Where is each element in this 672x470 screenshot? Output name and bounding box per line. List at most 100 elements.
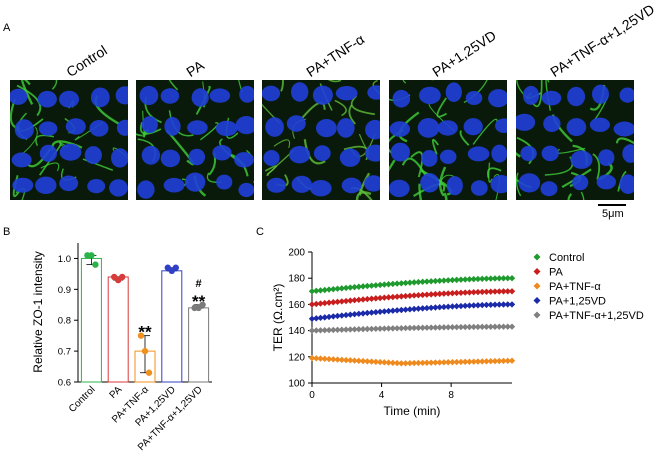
ter-point	[313, 287, 320, 295]
ter-point	[334, 356, 341, 363]
ter-point	[423, 359, 431, 366]
ter-point	[483, 301, 490, 309]
ter-point	[496, 288, 503, 295]
ter-point	[359, 283, 367, 290]
ter-x-tick-label: 4	[379, 390, 385, 401]
micrograph-image	[262, 80, 380, 200]
ter-point	[381, 325, 388, 332]
ter-point	[457, 289, 465, 296]
ter-point	[334, 285, 341, 292]
ter-point	[398, 324, 405, 332]
y-axis-label: Relative ZO-1 intensity	[31, 251, 45, 372]
legend-label: PA+TNF-α	[549, 281, 601, 293]
ter-point	[419, 291, 426, 299]
ter-point	[457, 323, 465, 331]
ter-point	[351, 326, 358, 333]
ter-point	[342, 284, 350, 292]
ter-point	[470, 289, 477, 296]
ter-point	[402, 306, 409, 313]
ter-point	[449, 358, 456, 366]
ter-point	[338, 285, 345, 292]
ter-point	[466, 302, 473, 309]
ter-point	[317, 300, 324, 307]
ter-point	[385, 325, 392, 332]
data-point	[92, 261, 99, 268]
ter-point	[440, 290, 448, 297]
legend-label: PA+TNF-α+1,25VD	[549, 310, 644, 322]
ter-point	[432, 304, 439, 311]
ter-point	[325, 355, 333, 363]
data-point	[84, 252, 91, 259]
ter-point	[427, 278, 435, 285]
y-tick-label: 0.9	[58, 285, 71, 296]
ter-point	[364, 358, 371, 365]
ter-point	[436, 359, 443, 366]
ter-point	[355, 357, 363, 365]
ter-point	[470, 358, 477, 365]
ter-point	[491, 301, 499, 308]
ter-point	[338, 326, 345, 333]
x-tick-label: PA+TNF-α+1,25VD	[136, 384, 205, 453]
ter-point	[470, 302, 477, 309]
ter-point	[461, 358, 469, 366]
ter-point	[479, 358, 486, 365]
ter-point	[389, 280, 397, 288]
data-point	[191, 304, 198, 312]
ter-point	[483, 323, 490, 331]
ter-point	[342, 311, 350, 319]
ter-point	[410, 305, 418, 313]
ter-point	[419, 324, 426, 331]
ter-point	[444, 324, 452, 331]
ter-point	[440, 359, 448, 366]
ter-point	[466, 323, 473, 331]
data-point	[199, 301, 206, 308]
ter-point	[325, 326, 333, 334]
ter-point	[330, 299, 337, 306]
ter-point	[342, 326, 350, 333]
ter-point	[440, 324, 448, 331]
ter-point	[398, 293, 405, 300]
ter-point	[444, 290, 452, 297]
ter-point	[359, 310, 367, 317]
ter-point	[402, 292, 409, 300]
legend-label: PA	[549, 267, 564, 279]
ter-point	[393, 359, 401, 367]
ter-y-tick-label: 140	[288, 326, 305, 337]
ter-point	[444, 303, 452, 310]
micrograph-image	[516, 80, 634, 200]
x-tick-label: PA+1,25VD	[134, 384, 178, 428]
ter-point	[381, 294, 388, 301]
ter-point	[347, 284, 354, 291]
ter-point	[406, 359, 414, 367]
ter-point	[457, 276, 465, 283]
ter-point	[317, 287, 324, 294]
ter-point	[321, 286, 328, 294]
y-tick-label: 0.8	[58, 316, 71, 327]
ter-point	[457, 302, 465, 310]
ter-point	[487, 288, 494, 295]
ter-point	[500, 275, 507, 282]
ter-x-tick-label: 8	[448, 390, 454, 401]
ter-point	[389, 325, 397, 332]
ter-point	[321, 314, 328, 321]
ter-point	[423, 278, 431, 285]
ter-point	[364, 282, 371, 290]
ter-point	[308, 301, 316, 308]
ter-point	[504, 288, 511, 295]
ter-point	[500, 323, 507, 330]
ter-point	[376, 325, 384, 332]
ter-point	[359, 325, 367, 333]
significance-mark: **	[138, 323, 152, 342]
ter-point	[474, 275, 482, 283]
ter-point	[440, 277, 448, 284]
legend-marker	[533, 311, 541, 319]
ter-point	[321, 327, 328, 334]
data-point	[88, 252, 95, 259]
ter-point	[423, 304, 431, 312]
scale-bar	[598, 204, 626, 206]
ter-point	[308, 288, 316, 295]
ter-point	[453, 323, 460, 331]
ter-point	[393, 280, 401, 287]
significance-mark: #	[196, 278, 202, 290]
